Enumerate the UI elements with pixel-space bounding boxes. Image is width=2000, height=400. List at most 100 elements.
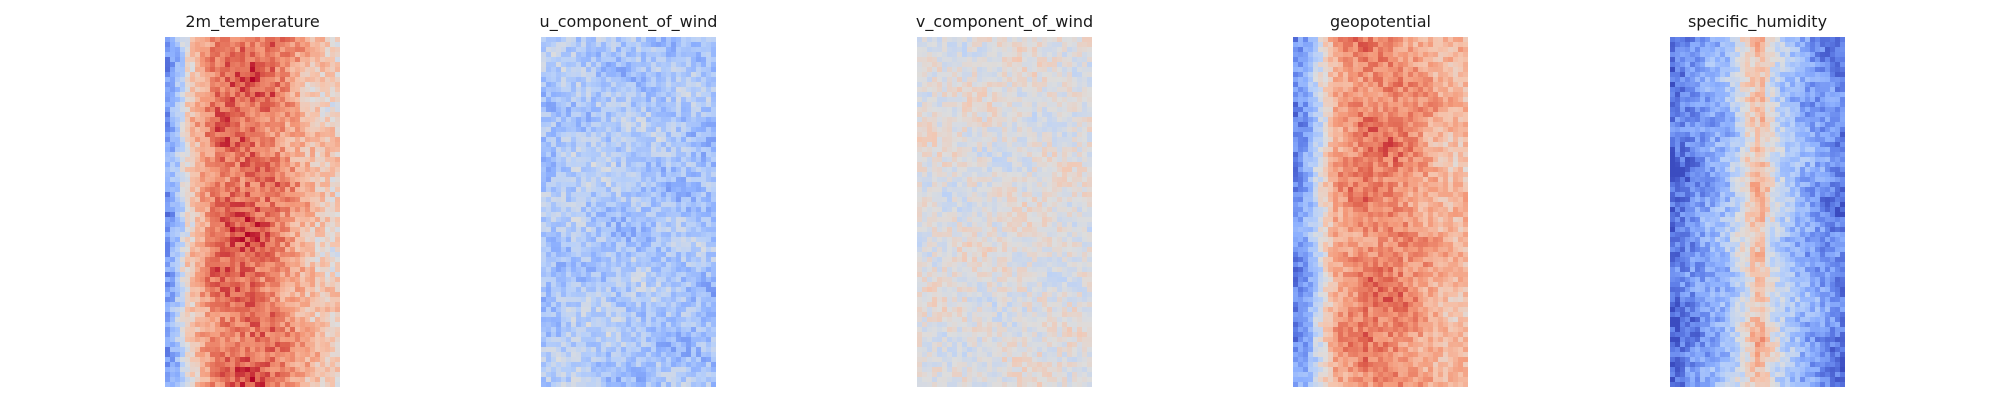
heatmap-cell <box>260 352 266 358</box>
heatmap-cell <box>581 77 587 83</box>
heatmap-cell <box>165 222 171 228</box>
heatmap-cell <box>646 212 652 218</box>
heatmap-cell <box>556 67 562 73</box>
heatmap-cell <box>310 237 316 243</box>
heatmap-cell <box>546 72 552 78</box>
heatmap-cell <box>571 152 577 158</box>
heatmap-cell <box>576 62 582 68</box>
heatmap-cell <box>681 62 687 68</box>
heatmap-cell <box>621 217 627 223</box>
heatmap-cell <box>250 137 256 143</box>
heatmap-cell <box>626 272 632 278</box>
heatmap-cell <box>210 317 216 323</box>
heatmap-cell <box>681 82 687 88</box>
heatmap-cell <box>676 147 682 153</box>
heatmap-cell <box>175 172 181 178</box>
heatmap-cell <box>265 212 271 218</box>
heatmap-cell <box>185 202 191 208</box>
heatmap-cell <box>621 352 627 358</box>
heatmap-cell <box>180 252 186 258</box>
heatmap-cell <box>215 92 221 98</box>
heatmap-cell <box>586 167 592 173</box>
heatmap-cell <box>541 207 547 213</box>
heatmap-cell <box>671 52 677 58</box>
heatmap-cell <box>300 47 306 53</box>
heatmap-cell <box>691 127 697 133</box>
heatmap-cell <box>230 332 236 338</box>
heatmap-cell <box>711 367 716 373</box>
heatmap-cell <box>641 247 647 253</box>
heatmap-cell <box>556 172 562 178</box>
heatmap-cell <box>706 372 712 378</box>
heatmap-cell <box>556 182 562 188</box>
heatmap-cell <box>626 297 632 303</box>
heatmap-cell <box>646 332 652 338</box>
heatmap-cell <box>255 37 261 43</box>
heatmap-cell <box>235 362 241 368</box>
heatmap-cell <box>195 377 201 383</box>
heatmap-cell <box>616 377 622 383</box>
heatmap-cell <box>295 267 301 273</box>
heatmap-cell <box>621 157 627 163</box>
heatmap-cell <box>230 102 236 108</box>
heatmap-cell <box>576 247 582 253</box>
heatmap-cell <box>310 352 316 358</box>
heatmap-cell <box>190 252 196 258</box>
heatmap-cell <box>626 132 632 138</box>
heatmap-cell <box>225 322 231 328</box>
heatmap-cell <box>280 67 286 73</box>
heatmap-cell <box>546 317 552 323</box>
heatmap-cell <box>686 162 692 168</box>
heatmap-cell <box>706 222 712 228</box>
heatmap-cell <box>696 167 702 173</box>
heatmap-cell <box>546 367 552 373</box>
heatmap-cell <box>165 347 171 353</box>
heatmap-cell <box>686 367 692 373</box>
heatmap-cell <box>696 82 702 88</box>
heatmap-cell <box>180 72 186 78</box>
heatmap-cell <box>666 97 672 103</box>
heatmap-cell <box>696 52 702 58</box>
heatmap-cell <box>335 282 340 288</box>
heatmap-cell <box>305 377 311 383</box>
heatmap-cell <box>621 147 627 153</box>
heatmap-cell <box>706 362 712 368</box>
heatmap-cell <box>636 257 642 263</box>
heatmap-cell <box>335 122 340 128</box>
heatmap-cell <box>651 297 657 303</box>
heatmap-cell <box>696 337 702 343</box>
heatmap-cell <box>576 182 582 188</box>
heatmap-cell <box>190 237 196 243</box>
heatmap-cell <box>270 232 276 238</box>
heatmap-cell <box>641 252 647 258</box>
heatmap-cell <box>195 352 201 358</box>
heatmap-cell <box>275 202 281 208</box>
heatmap-cell <box>165 152 171 158</box>
heatmap-cell <box>335 42 340 48</box>
heatmap-cell <box>586 147 592 153</box>
heatmap-cell <box>215 372 221 378</box>
heatmap-cell <box>240 357 246 363</box>
heatmap-cell <box>285 267 291 273</box>
heatmap-cell <box>621 197 627 203</box>
heatmap-cell <box>691 267 697 273</box>
heatmap-cell <box>305 92 311 98</box>
heatmap-cell <box>260 62 266 68</box>
heatmap-cell <box>335 87 340 93</box>
heatmap-cell <box>230 367 236 373</box>
heatmap-cell <box>285 37 291 43</box>
heatmap-cell <box>641 52 647 58</box>
heatmap-cell <box>551 207 557 213</box>
heatmap-cell <box>561 47 567 53</box>
heatmap-cell <box>611 207 617 213</box>
heatmap-cell <box>170 302 176 308</box>
heatmap-cell <box>671 147 677 153</box>
heatmap-cell <box>180 192 186 198</box>
heatmap-cell <box>280 252 286 258</box>
heatmap-cell <box>215 162 221 168</box>
heatmap-cell <box>666 217 672 223</box>
heatmap-cell <box>626 72 632 78</box>
heatmap-cell <box>591 362 597 368</box>
heatmap-cell <box>551 182 557 188</box>
heatmap-cell <box>686 177 692 183</box>
